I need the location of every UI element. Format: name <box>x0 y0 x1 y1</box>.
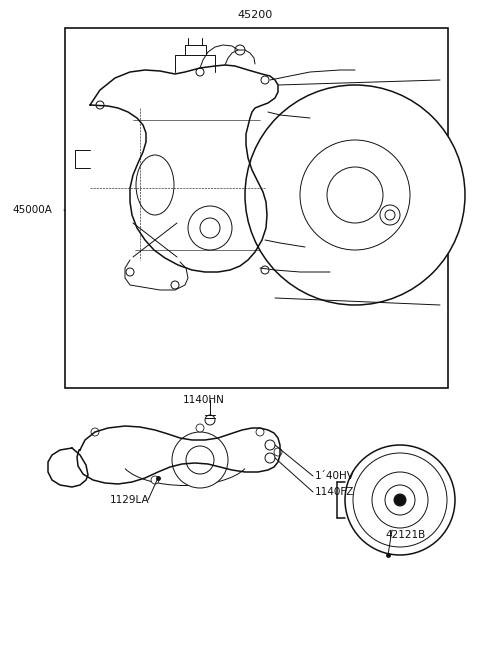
Circle shape <box>200 218 220 238</box>
Text: 42121B: 42121B <box>385 530 425 540</box>
Circle shape <box>274 448 282 456</box>
Ellipse shape <box>136 155 174 215</box>
Circle shape <box>196 424 204 432</box>
Bar <box>65 28 448 388</box>
Text: 1´40HV: 1´40HV <box>315 471 355 481</box>
Circle shape <box>196 68 204 76</box>
Circle shape <box>235 45 245 55</box>
Text: 45000A: 45000A <box>12 205 52 215</box>
Circle shape <box>385 485 415 515</box>
Circle shape <box>385 210 395 220</box>
Circle shape <box>372 472 428 528</box>
Circle shape <box>261 266 269 274</box>
Circle shape <box>353 453 447 547</box>
Circle shape <box>265 453 275 463</box>
Circle shape <box>205 415 215 425</box>
Circle shape <box>261 76 269 84</box>
Circle shape <box>171 281 179 289</box>
Text: 1140HN: 1140HN <box>183 395 225 405</box>
Ellipse shape <box>245 85 465 305</box>
Circle shape <box>96 101 104 109</box>
Circle shape <box>345 445 455 555</box>
Circle shape <box>186 446 214 474</box>
Circle shape <box>256 428 264 436</box>
Circle shape <box>91 428 99 436</box>
Circle shape <box>151 476 159 484</box>
Circle shape <box>126 268 134 276</box>
Circle shape <box>380 205 400 225</box>
Text: 1129LA: 1129LA <box>110 495 150 505</box>
Circle shape <box>188 206 232 250</box>
Circle shape <box>172 432 228 488</box>
Circle shape <box>394 494 406 506</box>
Text: 45200: 45200 <box>238 10 273 20</box>
Circle shape <box>300 140 410 250</box>
Circle shape <box>265 440 275 450</box>
Circle shape <box>327 167 383 223</box>
Text: 1140FZ: 1140FZ <box>315 487 354 497</box>
